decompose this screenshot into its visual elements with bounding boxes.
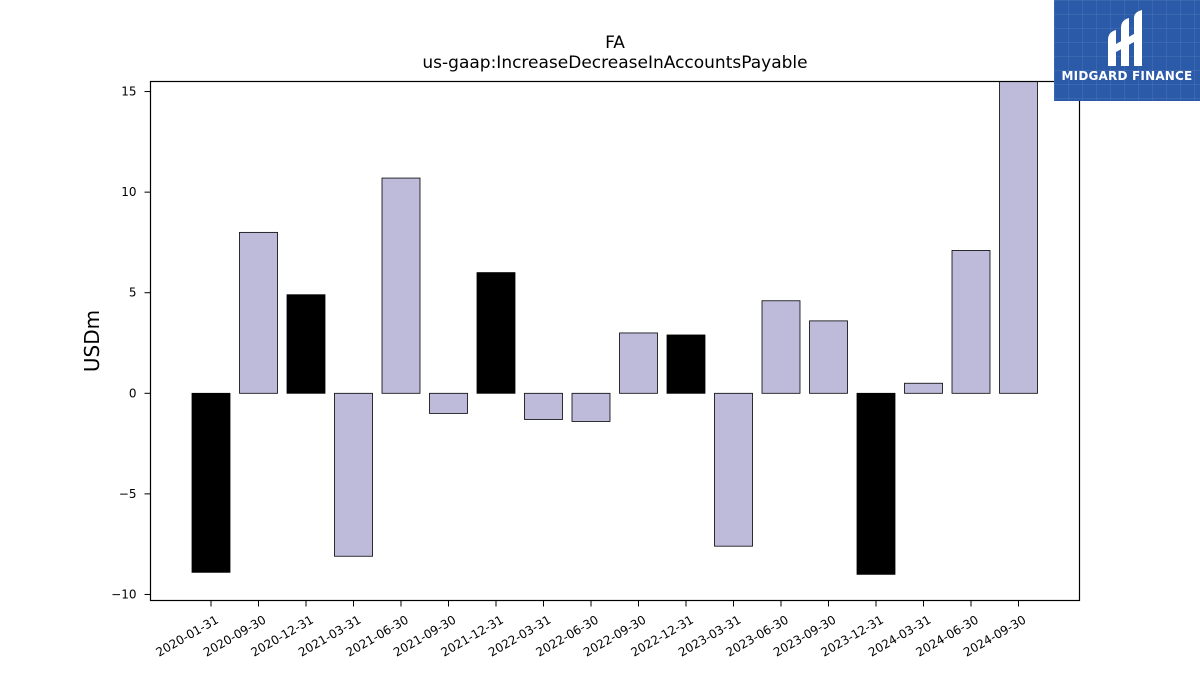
bar-2021-09-30 (429, 392, 468, 414)
bar-2023-12-31 (856, 392, 896, 575)
chart-title: FA (605, 33, 625, 53)
y-tick-label: 10 (121, 185, 136, 199)
bar-2021-12-31 (476, 272, 516, 394)
bar-2023-06-30 (761, 300, 801, 394)
bar-2021-03-31 (334, 392, 373, 557)
bars-group (191, 81, 1038, 575)
y-tick-label: 5 (129, 286, 137, 300)
bar-2020-12-31 (286, 294, 326, 394)
y-tick-label: 15 (121, 85, 136, 99)
bar-2022-06-30 (571, 392, 611, 422)
brand-logo: MIDGARD FINANCE (1054, 0, 1200, 101)
bar-2022-09-30 (619, 332, 658, 394)
plot-frame (149, 80, 1081, 602)
y-axis-label: USDm (80, 310, 104, 372)
bar-2023-03-31 (714, 392, 753, 547)
bar-2020-09-30 (239, 231, 278, 394)
x-ticks-group: 2020-01-312020-09-302020-12-312021-03-31… (153, 600, 1028, 660)
logo-text: MIDGARD FINANCE (1061, 69, 1193, 83)
chart-subtitle: us-gaap:IncreaseDecreaseInAccountsPayabl… (422, 53, 807, 73)
bar-2024-06-30 (951, 250, 991, 394)
y-ticks-group: −10 −5 0 5 10 15 (111, 85, 151, 601)
bar-2020-01-31 (191, 392, 231, 573)
bar-2022-12-31 (666, 334, 706, 394)
bar-2022-03-31 (524, 392, 563, 420)
bar-2024-09-30 (999, 81, 1038, 394)
bar-2023-09-30 (809, 320, 848, 394)
bar-2024-03-31 (904, 382, 943, 394)
y-tick-label: −5 (119, 487, 137, 501)
logo-mark-icon (1108, 10, 1142, 66)
y-tick-label: −10 (111, 587, 136, 601)
y-tick-label: 0 (129, 386, 137, 400)
bar-2021-06-30 (381, 177, 421, 394)
